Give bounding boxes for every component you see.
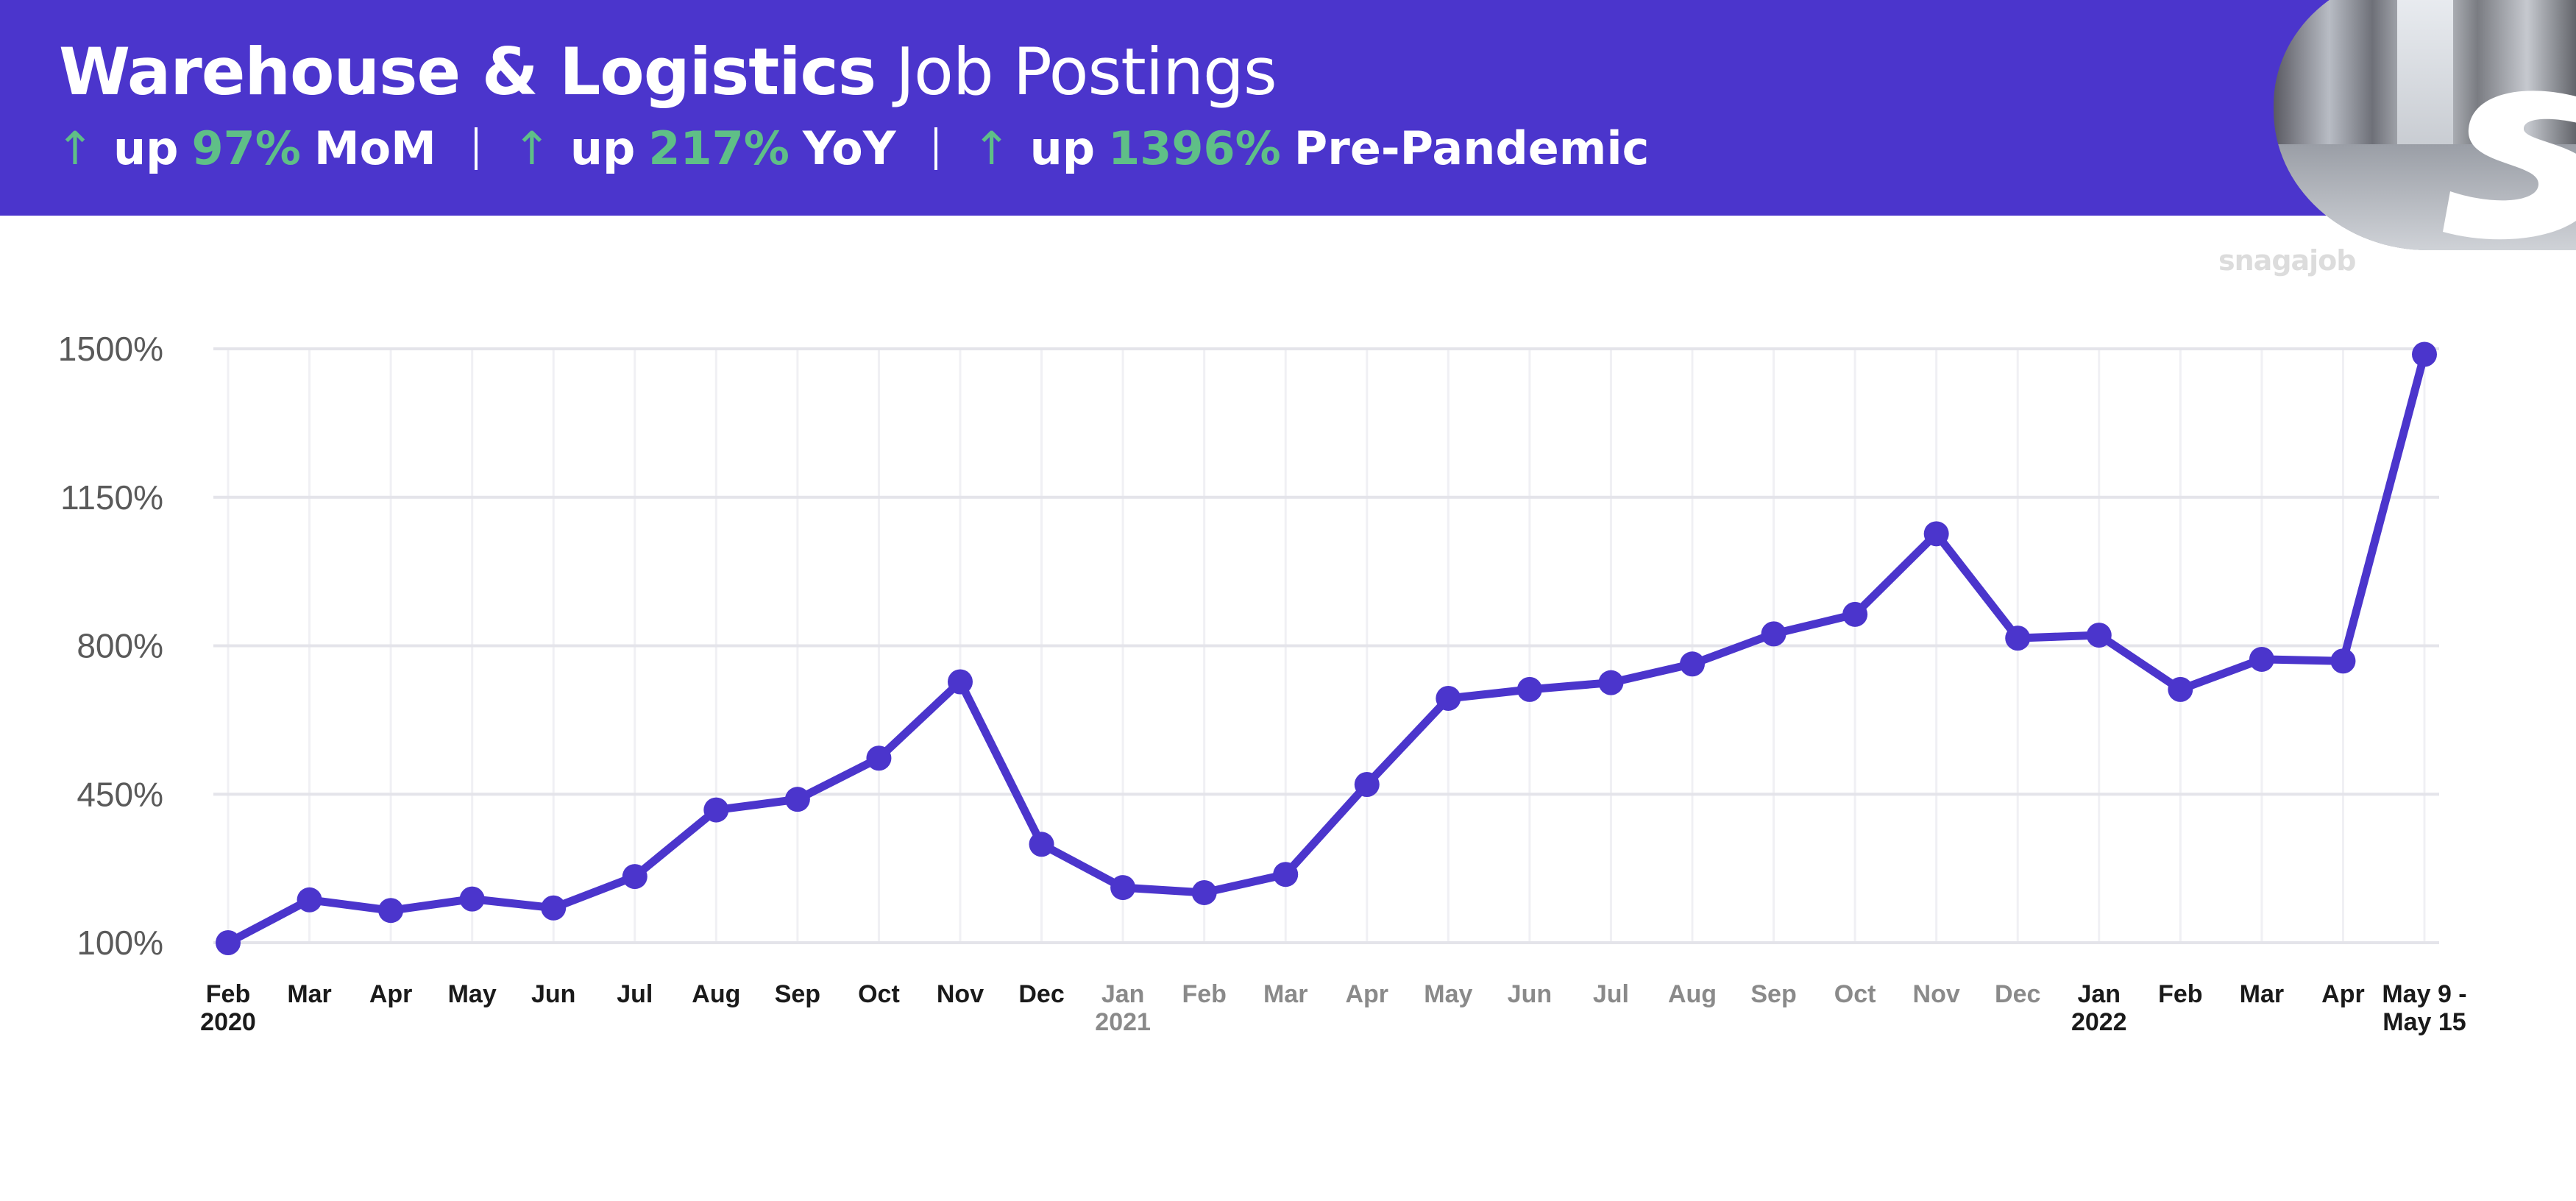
data-point <box>1680 651 1705 677</box>
x-tick-label: Apr <box>1345 980 1388 1008</box>
x-tick-label: Jan <box>1101 980 1145 1008</box>
stat-suffix: Pre-Pandemic <box>1294 121 1650 175</box>
stat-divider <box>934 127 937 170</box>
x-tick-label: Jul <box>617 980 653 1008</box>
data-point <box>622 864 647 890</box>
data-point <box>2086 623 2112 648</box>
x-tick-label: Oct <box>1834 980 1876 1008</box>
grid <box>213 347 2439 944</box>
data-point <box>703 797 729 823</box>
arrow-up-icon: ↑ <box>512 121 551 175</box>
y-tick-label: 800% <box>77 627 163 665</box>
header-banner: Warehouse & Logistics Job Postings ↑ up … <box>0 0 2576 216</box>
series-line <box>224 350 2429 947</box>
y-axis: 100% 450% 800% 1150% 1500% <box>58 330 163 962</box>
stat-value: 97% <box>191 121 301 175</box>
stat-value: 217% <box>648 121 790 175</box>
title-light: Job Postings <box>895 34 1277 110</box>
arrow-up-icon: ↑ <box>56 121 94 175</box>
data-point <box>2412 341 2437 367</box>
stat-suffix: MoM <box>313 121 436 175</box>
x-tick-sublabel: 2020 <box>200 1008 256 1036</box>
data-point <box>2168 676 2193 702</box>
x-tick-label: Apr <box>2321 980 2365 1008</box>
x-tick-label: Feb <box>206 980 250 1008</box>
data-point <box>459 886 485 912</box>
x-tick-label: Mar <box>1263 980 1307 1008</box>
data-point <box>1516 676 1542 702</box>
data-point <box>1191 879 1217 905</box>
brand-watermark: snagajob <box>2218 244 2356 277</box>
x-tick-label: Oct <box>858 980 900 1008</box>
data-point <box>1923 521 1949 547</box>
x-tick-label: Mar <box>287 980 331 1008</box>
y-tick-label: 450% <box>77 775 163 813</box>
stat-prefix: up <box>570 121 636 175</box>
warehouse-photo <box>2274 0 2576 250</box>
data-point <box>1436 685 1461 711</box>
x-tick-sublabel: May 15 <box>2382 1008 2466 1036</box>
data-point <box>297 887 322 913</box>
x-tick-label: May <box>448 980 497 1008</box>
data-point <box>2249 646 2274 672</box>
x-tick-label: Jun <box>531 980 575 1008</box>
data-point <box>216 930 241 955</box>
stat-prefix: up <box>1029 121 1096 175</box>
x-tick-label: Jun <box>1508 980 1552 1008</box>
x-tick-label: Feb <box>1182 980 1226 1008</box>
stat-mom: ↑ up 97% MoM <box>56 121 436 175</box>
x-tick-label: Dec <box>1018 980 1064 1008</box>
stat-yoy: ↑ up 217% YoY <box>513 121 896 175</box>
stats-row: ↑ up 97% MoM ↑ up 217% YoY ↑ up 1396% Pr… <box>56 121 1649 175</box>
stat-prefix: up <box>113 121 179 175</box>
x-tick-label: May 9 - <box>2382 980 2466 1008</box>
x-tick-label: Jul <box>1593 980 1629 1008</box>
data-point <box>866 745 892 771</box>
data-point <box>1761 621 1786 647</box>
data-point <box>1110 875 1136 901</box>
x-tick-label: Nov <box>937 980 984 1008</box>
y-tick-label: 1500% <box>58 330 163 368</box>
x-tick-label: Sep <box>1750 980 1796 1008</box>
data-point <box>1273 862 1299 888</box>
x-tick-sublabel: 2022 <box>2071 1008 2127 1036</box>
x-tick-label: Mar <box>2240 980 2284 1008</box>
x-tick-label: Nov <box>1913 980 1960 1008</box>
arrow-up-icon: ↑ <box>972 121 1011 175</box>
data-point <box>1354 771 1380 797</box>
x-tick-label: May <box>1424 980 1472 1008</box>
title-bold: Warehouse & Logistics <box>59 34 876 110</box>
data-point <box>1598 670 1624 695</box>
data-point <box>784 787 810 812</box>
data-point <box>2330 648 2356 674</box>
data-point <box>378 898 404 924</box>
x-tick-label: Aug <box>1668 980 1717 1008</box>
stat-divider <box>474 127 478 170</box>
data-point <box>1029 832 1054 857</box>
data-point <box>1842 601 1868 627</box>
x-tick-label: Sep <box>775 980 820 1008</box>
stat-suffix: YoY <box>802 121 896 175</box>
y-tick-label: 100% <box>77 924 163 962</box>
x-tick-label: Aug <box>692 980 740 1008</box>
snagajob-s-logo-icon <box>2443 91 2576 240</box>
x-tick-label: Feb <box>2158 980 2202 1008</box>
x-tick-label: Jan <box>2077 980 2121 1008</box>
x-tick-label: Dec <box>1995 980 2040 1008</box>
data-point <box>948 669 973 695</box>
stat-pre-pandemic: ↑ up 1396% Pre-Pandemic <box>973 121 1650 175</box>
data-points <box>216 341 2437 955</box>
y-tick-label: 1150% <box>60 478 163 517</box>
x-tick-label: Apr <box>369 980 413 1008</box>
stat-value: 1396% <box>1108 121 1281 175</box>
x-tick-sublabel: 2021 <box>1095 1008 1151 1036</box>
chart-title: Warehouse & Logistics Job Postings <box>59 34 1277 110</box>
data-point <box>2005 626 2031 651</box>
data-point <box>541 895 567 921</box>
